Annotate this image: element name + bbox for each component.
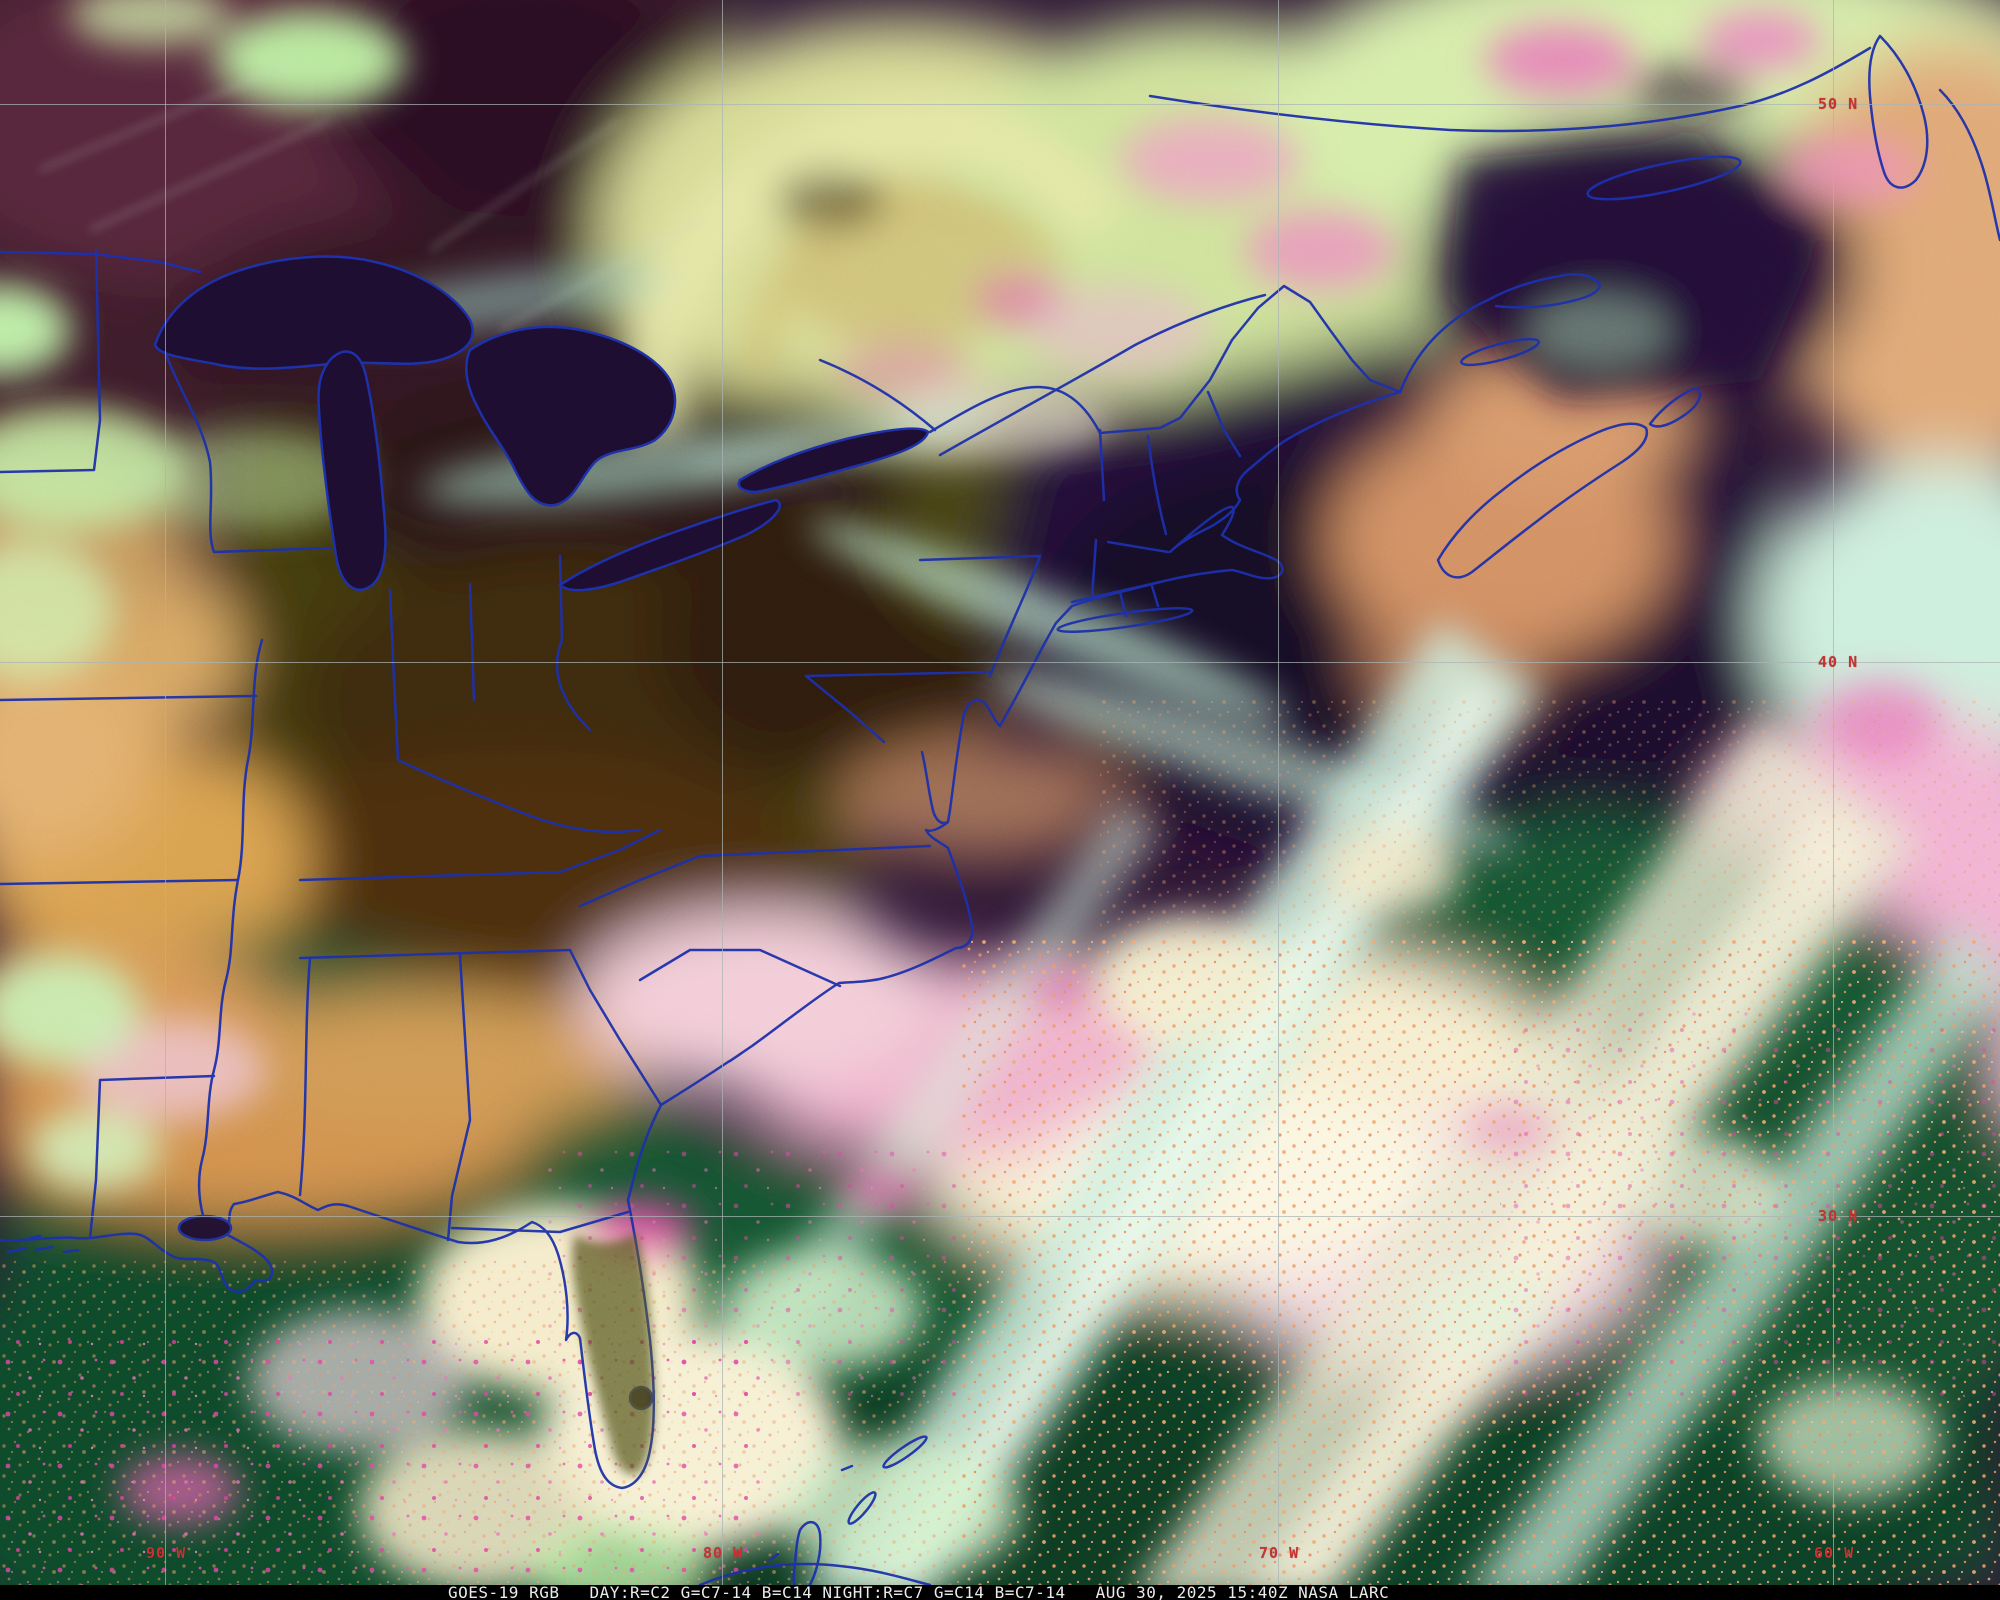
night-recipe: NIGHT:R=C7 G=C14 B=C7-14 <box>822 1583 1066 1600</box>
gridline-70w <box>1278 0 1279 1585</box>
gridline-90w <box>165 0 166 1585</box>
longitude-label-80w: 80 W <box>703 1544 744 1562</box>
gridline-40n <box>0 662 2000 663</box>
longitude-label-90w: 90 W <box>146 1544 187 1562</box>
day-recipe: DAY:R=C2 G=C7-14 B=C14 <box>589 1583 813 1600</box>
gridline-50n <box>0 104 2000 105</box>
product-name: GOES-19 RGB <box>448 1583 560 1600</box>
longitude-label-60w: 60 W <box>1814 1544 1855 1562</box>
gridline-60w <box>1833 0 1834 1585</box>
latitude-label-40n: 40 N <box>1818 653 1859 671</box>
credit: NASA LARC <box>1298 1583 1390 1600</box>
timestamp: AUG 30, 2025 15:40Z <box>1095 1583 1289 1600</box>
gridline-30n <box>0 1216 2000 1217</box>
latitude-label-30n: 30 N <box>1818 1207 1859 1225</box>
latitude-label-50n: 50 N <box>1818 95 1859 113</box>
status-bar: GOES-19 RGB DAY:R=C2 G=C7-14 B=C14 NIGHT… <box>0 1585 2000 1600</box>
gridline-80w <box>722 0 723 1585</box>
longitude-label-70w: 70 W <box>1259 1544 1300 1562</box>
